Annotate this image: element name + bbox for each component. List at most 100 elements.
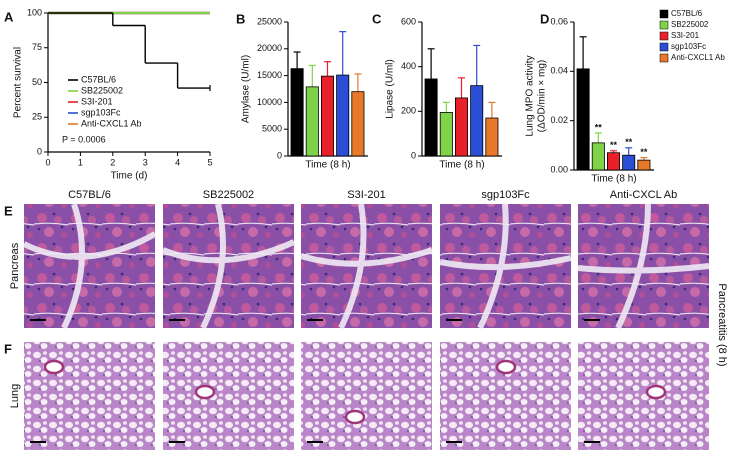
- x-axis-label: Time (8 h): [439, 160, 484, 171]
- lung-micrograph: [301, 342, 432, 450]
- x-tick-label: 5: [207, 157, 212, 167]
- bar: [607, 152, 621, 171]
- side-label: Pancreatitis (8 h): [716, 283, 728, 366]
- panel-letter: B: [236, 11, 245, 26]
- legend-swatch: [659, 53, 669, 63]
- column-label: S3I-201: [347, 189, 386, 201]
- y-tick-label: 0: [37, 146, 42, 156]
- tissue-septum: [161, 203, 296, 330]
- y-tick-label: 0.04: [550, 66, 568, 76]
- significance: **: [610, 140, 618, 150]
- bar: [290, 68, 304, 157]
- bar: [320, 75, 334, 157]
- tissue-septum: [22, 203, 157, 330]
- panel-letter: C: [372, 11, 382, 26]
- y-axis-label: Lung MPO activity: [525, 55, 536, 136]
- bar: [470, 85, 484, 157]
- y-axis-label: Lipase (U/ml): [385, 59, 396, 118]
- x-tick-label: 4: [175, 157, 180, 167]
- column-label: Anti-CXCL Ab: [610, 189, 677, 201]
- lung-micrograph: [24, 342, 155, 450]
- legend-label: S3I-201: [671, 31, 700, 40]
- x-tick-label: 3: [143, 157, 148, 167]
- y-tick-label: 0.00: [550, 164, 568, 174]
- bar: [424, 78, 438, 157]
- panel-letter: E: [4, 203, 13, 218]
- y-tick-label: 25000: [257, 16, 282, 26]
- airway: [344, 409, 366, 425]
- legend-label: S3I-201: [81, 96, 113, 106]
- y-tick-label: 50: [32, 77, 42, 87]
- y-tick-label: 75: [32, 42, 42, 52]
- y-tick-label: 0.02: [550, 115, 568, 125]
- bar: [305, 86, 319, 157]
- legend-label: SB225002: [81, 85, 123, 95]
- panel-letter: D: [540, 11, 549, 26]
- x-axis-label: Time (8 h): [305, 160, 350, 171]
- tissue-septum: [577, 203, 710, 330]
- significance: **: [625, 137, 633, 147]
- legend-swatch: [659, 42, 669, 52]
- lung-micrograph: [163, 342, 294, 450]
- lung-micrograph: [578, 342, 709, 450]
- bar: [454, 97, 468, 157]
- airway: [194, 384, 216, 400]
- y-tick-label: 0.06: [550, 16, 568, 26]
- legend-label: C57BL/6: [671, 9, 703, 18]
- significance: **: [595, 122, 603, 132]
- legend-label: sgp103Fc: [671, 42, 706, 51]
- bar: [591, 142, 605, 171]
- bar: [576, 68, 590, 171]
- significance: **: [640, 147, 648, 157]
- airway: [495, 359, 517, 375]
- column-label: SB225002: [203, 189, 254, 201]
- pancreas-micrograph: [24, 204, 155, 328]
- legend-swatch: [659, 20, 669, 30]
- panel-letter: F: [4, 341, 12, 356]
- y-axis-label: Amylase (U/ml): [241, 55, 252, 123]
- panel-letter: A: [4, 9, 14, 24]
- x-axis-label: Time (8 h): [591, 174, 636, 185]
- y-tick-label: 15000: [257, 70, 282, 80]
- bar: [336, 74, 350, 157]
- bar: [637, 159, 651, 171]
- legend-label: Anti-CXCL1 Ab: [81, 118, 142, 128]
- lung-micrograph: [440, 342, 571, 450]
- y-tick-label: 25: [32, 112, 42, 122]
- x-tick-label: 0: [45, 157, 50, 167]
- tissue-septum: [439, 203, 572, 330]
- airway: [43, 359, 65, 375]
- annotation: P = 0.0006: [62, 134, 106, 144]
- airway: [645, 384, 667, 400]
- figure-root: 0 25 50 75 100 A Percent survival 0 1 2 3 4 5 Time (d…: [4, 7, 728, 450]
- legend-label: SB225002: [671, 20, 709, 29]
- y-tick-label: 600: [401, 16, 416, 26]
- y-tick-label: 20000: [257, 43, 282, 53]
- column-label: C57BL/6: [68, 189, 111, 201]
- y-tick-label: 10000: [257, 97, 282, 107]
- legend-swatch: [659, 31, 669, 41]
- x-axis-label: Time (d): [111, 171, 148, 182]
- y-tick-label: 0: [411, 150, 416, 160]
- legend-label: sgp103Fc: [81, 107, 121, 117]
- y-tick-label: 400: [401, 61, 416, 71]
- legend-label: Anti-CXCL1 Ab: [671, 53, 725, 62]
- pancreas-micrograph: [163, 204, 294, 328]
- legend-swatch: [659, 9, 669, 19]
- y-axis-label: Percent survival: [13, 47, 24, 118]
- tissue-septum: [300, 203, 433, 330]
- bar: [439, 112, 453, 157]
- x-tick-label: 2: [110, 157, 115, 167]
- y-tick-label: 0: [277, 150, 282, 160]
- legend-label: C57BL/6: [81, 74, 116, 84]
- column-label: sgp103Fc: [481, 189, 530, 201]
- row-label: Pancreas: [9, 242, 21, 289]
- y-axis-label: (ΔOD/min × mg): [537, 60, 548, 133]
- y-tick-label: 5000: [262, 124, 282, 134]
- row-label: Lung: [9, 384, 21, 408]
- x-tick-label: 1: [78, 157, 83, 167]
- bar: [622, 154, 636, 171]
- bar: [485, 117, 499, 157]
- y-tick-label: 200: [401, 106, 416, 116]
